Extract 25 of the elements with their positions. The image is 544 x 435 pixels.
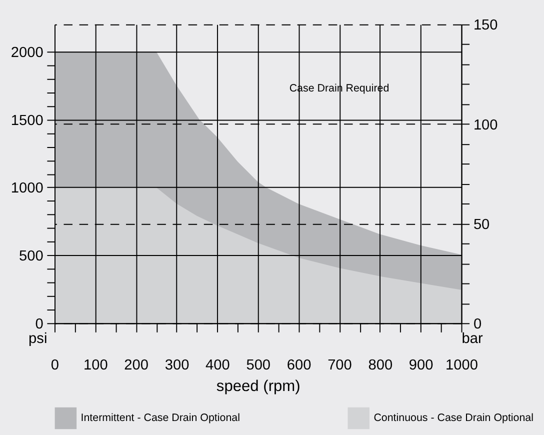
y2-tick-label: 0 (473, 316, 482, 333)
x-tick-label: 0 (50, 357, 60, 374)
x-tick-label: 800 (368, 357, 393, 374)
x-tick-label: 200 (124, 357, 149, 374)
y-tick-label: 2000 (10, 44, 44, 61)
y2-axis-title: bar (462, 331, 483, 348)
y-tick-label: 500 (18, 248, 44, 265)
x-tick-label: 500 (246, 357, 271, 374)
y-tick-label: 1000 (10, 180, 44, 197)
y-axis-title: psi (28, 331, 48, 348)
y-tick-label: 1500 (10, 112, 44, 129)
y2-tick-label: 50 (473, 216, 490, 233)
x-tick-label: 400 (206, 357, 230, 374)
x-axis-title: speed (rpm) (216, 378, 300, 395)
x-tick-label: 900 (408, 357, 434, 374)
y2-tick-label: 150 (473, 18, 498, 34)
x-tick-label: 300 (164, 357, 190, 374)
x-tick-label: 1000 (446, 357, 478, 374)
legend-label: Continuous - Case Drain Optional (374, 412, 534, 424)
x-tick-label: 100 (84, 357, 108, 374)
x-tick-label: 600 (286, 357, 312, 374)
legend-label: Intermittent - Case Drain Optional (80, 412, 240, 424)
y2-tick-label: 100 (473, 117, 498, 134)
x-tick-label: 700 (328, 357, 352, 374)
y-tick-label: 0 (35, 316, 44, 333)
